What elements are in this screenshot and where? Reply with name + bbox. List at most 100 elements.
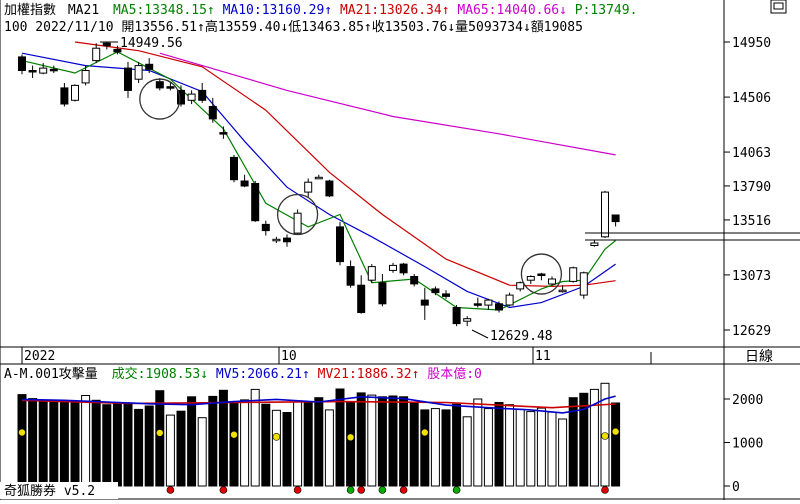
price-tick-label: 13790	[732, 180, 771, 195]
date-axis: 2022 10 11	[21, 347, 652, 364]
ma21-value: MA21:13026.34↑	[340, 3, 450, 18]
volume-bar-up	[197, 417, 207, 487]
period-day-button[interactable]: 日線	[745, 349, 773, 365]
candle	[102, 42, 111, 50]
ma65-line	[159, 52, 616, 156]
signal-dot-red	[399, 486, 408, 494]
window-restore-button[interactable]	[770, 0, 787, 14]
volume-bar-up	[430, 408, 440, 487]
candle-body-down	[325, 180, 334, 197]
candle-body-up	[39, 67, 48, 74]
volume-axis: 2000 1000 0	[724, 393, 763, 495]
volume-bar-down	[409, 402, 419, 487]
candle-body-down	[166, 86, 175, 89]
ma21-line	[74, 41, 616, 288]
volume-bar-down	[494, 402, 504, 487]
signal-dot-yellow	[156, 429, 164, 437]
candle-body-up	[187, 93, 196, 101]
candle-body-up	[314, 176, 323, 180]
candle-body-up	[134, 65, 143, 80]
candle-body-down	[611, 214, 620, 223]
candle	[198, 82, 207, 103]
candle-body-up	[71, 84, 79, 101]
volume-bar-down	[399, 396, 409, 487]
volume-tick-label: 1000	[732, 437, 763, 452]
signal-dot-red	[293, 486, 302, 494]
ma65-value: MA65:14040.66↓	[457, 3, 567, 18]
candle	[442, 290, 450, 299]
volume-bar-down	[102, 404, 112, 487]
candle-body-up	[463, 318, 472, 322]
candle	[325, 179, 334, 198]
header-line-1: 加權指數 MA21 MA5:13348.15↑ MA10:13160.29↑ M…	[4, 3, 637, 18]
candle	[283, 234, 291, 247]
candle	[177, 85, 185, 107]
volume-bar-up	[271, 409, 281, 487]
volume-bar-down	[187, 396, 197, 487]
volume-bar-down	[346, 402, 356, 487]
candle	[39, 63, 48, 75]
candle	[113, 45, 122, 55]
signal-dot-green	[346, 486, 355, 494]
volume-bar-up	[536, 407, 546, 487]
candle-body-up	[293, 212, 302, 234]
volume-bar-up	[324, 409, 334, 487]
candle-body-up	[569, 267, 578, 282]
candle-body-up	[526, 276, 535, 281]
volume-bar-up	[293, 401, 303, 487]
candle	[558, 285, 567, 293]
candle-body-up	[304, 181, 313, 193]
candlestick-series	[18, 42, 620, 327]
restore-icon	[773, 2, 784, 10]
candle	[230, 154, 238, 183]
candle-body-down	[177, 89, 185, 105]
price-axis: 14950 14506 14063 13790 13516 13073 12629	[724, 36, 771, 339]
volume-bar-up	[589, 388, 599, 487]
candle-body-down	[240, 180, 249, 187]
volume-average-lines	[21, 395, 616, 414]
volume-bar-down	[70, 401, 80, 487]
candle	[569, 266, 578, 283]
volume-bar-up	[250, 388, 260, 487]
candle	[463, 316, 472, 327]
candle-body-up	[601, 191, 609, 238]
volume-bar-down	[229, 402, 239, 487]
ma5-value: MA5:13348.15↑	[113, 3, 215, 18]
candle-body-down	[346, 266, 355, 286]
date-label-nov: 11	[535, 349, 551, 364]
price-tick-label: 14950	[732, 36, 771, 51]
signal-dot-yellow	[346, 433, 355, 442]
candle	[71, 84, 79, 102]
indicator-mv21: MV21:1886.32↑	[318, 367, 420, 382]
candle-body-down	[102, 42, 111, 47]
volume-bar-down	[59, 402, 69, 487]
candle-body-down	[283, 237, 291, 243]
date-label-year: 2022	[24, 349, 55, 364]
candle	[548, 276, 556, 286]
candle	[187, 90, 196, 105]
candle	[579, 271, 588, 299]
candle-body-down	[452, 307, 461, 325]
period-day-label[interactable]: 日線	[745, 349, 773, 365]
candle	[420, 287, 429, 320]
footer-background	[0, 482, 118, 499]
candle-body-down	[473, 303, 482, 306]
candle	[336, 221, 344, 266]
volume-bar-down	[441, 409, 451, 487]
volume-bar-down	[134, 408, 144, 487]
candle	[357, 275, 366, 314]
volume-bar-down	[17, 394, 27, 487]
date-label-oct: 10	[281, 349, 297, 364]
volume-bar-down	[568, 397, 578, 487]
candle-body-down	[410, 276, 419, 285]
signal-dot-red	[357, 486, 366, 494]
candle	[251, 180, 260, 222]
candle-body-up	[505, 294, 514, 306]
mv5-line	[21, 395, 616, 414]
signal-dot-red	[166, 486, 175, 494]
candle-body-down	[208, 106, 217, 120]
candle-body-down	[145, 63, 154, 70]
volume-bar-down	[123, 402, 133, 487]
candle	[60, 82, 69, 107]
volume-bar-up	[165, 414, 175, 487]
